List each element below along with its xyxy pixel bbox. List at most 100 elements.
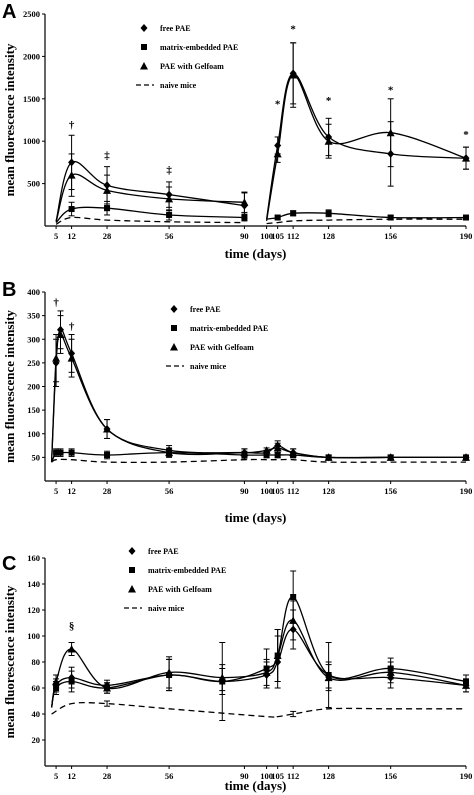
data-point	[104, 205, 111, 212]
series-naive-mice	[51, 458, 466, 464]
data-point	[290, 594, 297, 600]
series-line	[265, 74, 467, 222]
x-tick-label: 56	[165, 771, 174, 781]
x-tick-label: 56	[165, 231, 174, 241]
data-point	[68, 449, 75, 456]
x-tick-label: 90	[240, 486, 249, 496]
y-tick-label: 150	[27, 405, 40, 415]
y-tick-label: 250	[27, 358, 40, 368]
data-point	[462, 453, 470, 461]
data-point	[241, 214, 248, 221]
legend-label: naive mice	[160, 81, 197, 90]
series-line	[50, 596, 467, 708]
data-point	[68, 678, 75, 685]
series-line	[55, 206, 245, 224]
data-point	[240, 198, 249, 206]
data-point	[387, 214, 394, 221]
data-point	[53, 449, 60, 456]
significance-mark: *	[326, 95, 332, 107]
y-tick-label: 120	[27, 605, 40, 615]
data-point	[166, 211, 173, 218]
data-point	[289, 71, 298, 79]
significance-mark: †	[69, 321, 75, 333]
data-point	[463, 214, 469, 221]
significance-mark: §	[69, 621, 75, 633]
legend-swatch	[128, 547, 136, 555]
data-point	[52, 354, 61, 362]
data-point	[462, 154, 470, 162]
data-point	[262, 446, 271, 454]
legend-label: free PAE	[160, 24, 191, 33]
series-line	[55, 173, 245, 223]
data-point	[273, 651, 282, 659]
y-tick-label: 2000	[23, 51, 40, 61]
x-tick-label: 156	[384, 486, 397, 496]
series-free-pae	[55, 42, 470, 222]
series-matrix-embedded-pae	[55, 200, 469, 224]
x-tick-label: 100	[260, 486, 273, 496]
y-tick-label: 100	[27, 631, 40, 641]
data-point	[386, 128, 395, 137]
data-point	[165, 448, 174, 457]
data-point	[104, 452, 111, 459]
series-line	[55, 216, 245, 225]
legend-swatch	[170, 305, 178, 313]
data-point	[103, 425, 112, 433]
data-point	[273, 149, 282, 158]
data-point	[56, 330, 65, 339]
data-point	[324, 453, 333, 461]
data-point	[274, 452, 281, 459]
x-tick-label: 105	[271, 771, 284, 781]
legend-swatch	[128, 585, 136, 593]
data-point	[57, 449, 64, 456]
y-tick-label: 200	[27, 382, 40, 392]
data-point	[290, 210, 297, 217]
data-point	[289, 448, 298, 457]
y-tick-label: 60	[32, 683, 41, 693]
legend-label: free PAE	[148, 547, 179, 556]
data-point	[68, 206, 75, 213]
legend-label: matrix-embedded PAE	[148, 566, 226, 575]
data-point	[262, 668, 271, 676]
data-point	[325, 210, 332, 217]
x-tick-label: 105	[271, 486, 284, 496]
x-tick-label: 128	[322, 771, 335, 781]
series-line	[266, 218, 467, 225]
x-tick-label: 28	[103, 771, 112, 781]
data-point	[240, 448, 249, 457]
x-tick-label: 112	[287, 231, 299, 241]
panel-letter: C	[2, 553, 16, 575]
series-pae-with-gelfoam	[50, 600, 470, 708]
data-point	[274, 214, 281, 221]
significance-mark: *	[290, 24, 296, 36]
x-tick-label: 156	[384, 231, 397, 241]
x-tick-label: 128	[322, 231, 335, 241]
legend-swatch	[171, 325, 177, 331]
y-tick-label: 140	[27, 579, 40, 589]
y-axis-title: mean fluorescence intensity	[2, 310, 17, 463]
y-tick-label: 300	[27, 334, 40, 344]
significance-mark: *	[275, 98, 281, 110]
legend: free PAE matrix-embedded PAE PAE with Gelf…	[166, 305, 268, 371]
x-tick-label: 100	[260, 771, 273, 781]
series-line	[265, 72, 467, 220]
y-tick-label: 40	[32, 709, 41, 719]
data-point	[289, 616, 298, 624]
x-tick-label: 12	[67, 771, 76, 781]
data-point	[273, 443, 282, 452]
series-line	[50, 329, 466, 463]
y-axis-title: mean fluorescence intensity	[2, 43, 17, 196]
y-tick-label: 2500	[23, 9, 40, 19]
series-line	[50, 619, 467, 708]
data-point	[103, 684, 112, 692]
y-tick-label: 1000	[23, 136, 40, 146]
x-tick-label: 5	[54, 771, 58, 781]
x-tick-label: 12	[67, 231, 76, 241]
panel-letter: A	[2, 1, 16, 23]
x-tick-label: 190	[460, 231, 473, 241]
legend-label: matrix-embedded PAE	[160, 43, 238, 52]
x-tick-label: 56	[165, 486, 174, 496]
data-point	[462, 681, 470, 689]
